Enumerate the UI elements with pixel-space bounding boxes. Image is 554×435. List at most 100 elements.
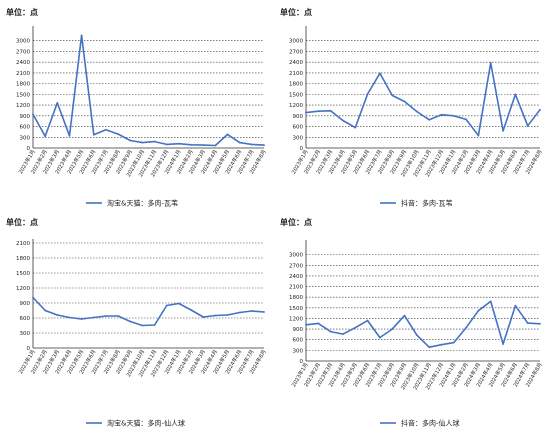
- y-tick-label: 1800: [289, 295, 303, 301]
- y-tick-label: 1200: [289, 316, 303, 322]
- data-point: [465, 118, 468, 121]
- y-tick-label: 1500: [289, 92, 303, 98]
- data-point: [415, 334, 418, 337]
- y-tick-label: 1800: [16, 82, 30, 88]
- data-point: [263, 311, 265, 313]
- y-tick-label: 2100: [289, 285, 303, 291]
- y-tick-label: 900: [20, 301, 31, 307]
- data-point: [378, 72, 381, 75]
- data-point: [391, 94, 394, 97]
- data-point: [214, 314, 217, 317]
- data-point: [226, 314, 229, 316]
- data-point: [190, 309, 192, 311]
- data-point: [489, 61, 492, 64]
- data-point: [165, 304, 168, 307]
- unit-label: 单位：点: [6, 7, 38, 17]
- series-line: [32, 296, 265, 327]
- y-tick-label: 2100: [16, 71, 30, 77]
- data-point: [92, 316, 95, 319]
- data-point: [305, 323, 307, 326]
- data-point: [354, 126, 357, 129]
- data-point: [238, 311, 241, 314]
- chart-panel-3: 单位：点030060090012001500180021002023年1月202…: [6, 217, 268, 428]
- data-point: [502, 343, 504, 345]
- data-point: [44, 309, 47, 312]
- data-point: [305, 111, 307, 114]
- data-point: [117, 133, 120, 135]
- y-tick-label: 3000: [16, 39, 30, 45]
- data-point: [141, 324, 144, 327]
- data-point: [440, 113, 443, 116]
- data-point: [190, 143, 192, 146]
- y-tick-label: 2100: [289, 71, 303, 77]
- series-line: [305, 300, 541, 349]
- data-point: [68, 134, 71, 137]
- y-tick-label: 900: [20, 114, 31, 120]
- y-tick-label: 0: [300, 146, 304, 152]
- y-tick-label: 600: [20, 316, 31, 322]
- data-point: [32, 296, 34, 299]
- data-point: [539, 322, 541, 325]
- y-tick-label: 2100: [16, 241, 30, 247]
- data-point: [177, 142, 180, 145]
- data-point: [428, 118, 431, 121]
- data-point: [105, 128, 107, 131]
- data-point: [129, 320, 132, 323]
- data-point: [250, 143, 253, 146]
- y-tick-label: 900: [293, 327, 304, 333]
- y-tick-label: 1200: [289, 103, 303, 109]
- data-point: [366, 319, 369, 322]
- y-tick-label: 900: [293, 114, 304, 120]
- data-point: [117, 315, 120, 317]
- data-point: [68, 316, 71, 319]
- data-point: [226, 133, 229, 136]
- data-point: [202, 144, 205, 147]
- data-point: [428, 346, 431, 349]
- legend-label: 淘宝&天猫：多肉-瓦苇: [107, 199, 178, 208]
- y-tick-label: 600: [293, 338, 304, 344]
- chart-panel-2: 单位：点 0 300 600 900 1200 1500 1800 2100 2400 2700 30…: [280, 7, 544, 208]
- data-point: [56, 314, 59, 316]
- data-point: [465, 326, 468, 329]
- data-point: [80, 34, 83, 37]
- series-line: [32, 34, 265, 147]
- y-tick-label: 0: [27, 146, 31, 152]
- unit-label: 单位：点: [6, 217, 38, 227]
- y-tick-label: 300: [20, 331, 31, 337]
- data-point: [32, 113, 34, 116]
- data-point: [440, 343, 443, 346]
- data-point: [202, 316, 205, 318]
- data-point: [263, 144, 265, 147]
- unit-label: 单位：点: [280, 217, 312, 227]
- y-tick-label: 3000: [289, 39, 303, 45]
- data-point: [153, 324, 156, 326]
- data-point: [403, 100, 406, 103]
- y-tick-label: 0: [300, 359, 304, 365]
- data-point: [415, 110, 418, 113]
- data-point: [366, 93, 369, 95]
- data-point: [250, 310, 253, 312]
- y-tick-label: 0: [27, 346, 31, 352]
- data-point: [92, 133, 95, 136]
- data-point: [214, 144, 217, 147]
- data-point: [105, 315, 107, 317]
- data-point: [342, 333, 344, 335]
- data-point: [317, 110, 320, 113]
- data-point: [329, 109, 332, 112]
- y-tick-label: 1800: [16, 256, 30, 262]
- data-point: [238, 141, 241, 144]
- data-point: [378, 336, 381, 339]
- data-point: [153, 140, 156, 143]
- data-point: [477, 309, 480, 312]
- data-point: [56, 102, 59, 104]
- data-point: [477, 134, 480, 137]
- legend-label: 抖音：多肉-瓦苇: [401, 199, 453, 208]
- data-point: [452, 341, 455, 344]
- y-tick-label: 1200: [16, 103, 30, 109]
- data-point: [317, 322, 320, 325]
- y-tick-label: 1200: [16, 286, 30, 292]
- data-point: [526, 322, 529, 324]
- y-tick-label: 2700: [289, 49, 303, 55]
- unit-label: 单位：点: [280, 7, 312, 17]
